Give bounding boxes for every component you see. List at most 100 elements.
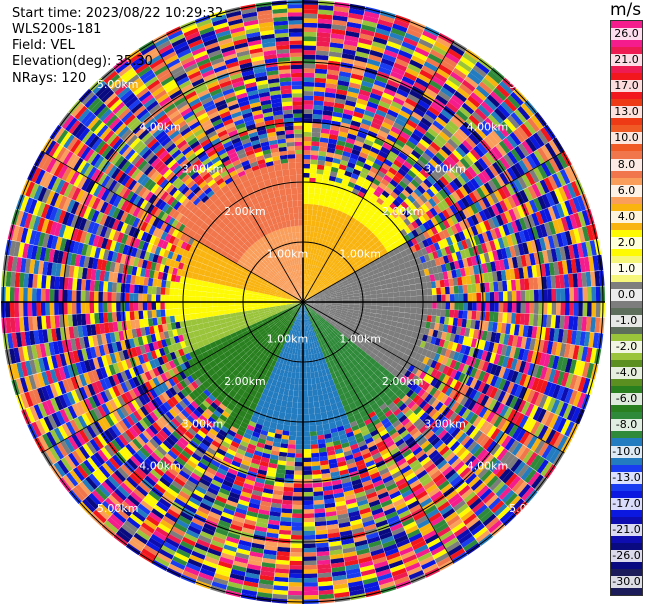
velocity-gate: [537, 314, 543, 327]
velocity-gate: [510, 233, 518, 246]
velocity-gate: [594, 270, 601, 287]
velocity-gate: [335, 253, 341, 260]
velocity-gate: [368, 97, 380, 105]
velocity-gate: [484, 74, 499, 88]
velocity-gate: [314, 407, 321, 414]
velocity-gate: [465, 275, 472, 285]
velocity-gate: [485, 331, 492, 342]
velocity-gate: [307, 297, 313, 300]
velocity-gate: [475, 223, 483, 235]
velocity-gate: [337, 229, 344, 236]
velocity-gate: [333, 153, 343, 160]
velocity-gate: [452, 277, 459, 286]
velocity-gate: [313, 278, 318, 284]
velocity-gate: [455, 251, 463, 261]
velocity-gate: [448, 317, 454, 326]
velocity-gate: [319, 295, 325, 298]
velocity-gate: [378, 244, 386, 252]
velocity-gate: [551, 302, 557, 315]
velocity-gate: [455, 146, 467, 158]
velocity-gate: [308, 299, 315, 302]
velocity-gate: [346, 288, 353, 293]
velocity-gate: [535, 211, 544, 225]
velocity-gate: [516, 290, 521, 302]
velocity-gate: [336, 280, 342, 285]
velocity-gate: [511, 312, 517, 324]
velocity-gate: [512, 129, 525, 143]
velocity-gate: [467, 95, 481, 108]
velocity-gate: [375, 285, 382, 291]
velocity-gate: [292, 504, 303, 510]
velocity-gate: [459, 157, 471, 169]
velocity-gate: [372, 273, 379, 280]
velocity-gate: [313, 265, 317, 272]
velocity-gate: [303, 595, 319, 600]
velocity-gate: [519, 313, 525, 325]
velocity-gate: [308, 247, 312, 254]
velocity-gate: [529, 302, 535, 314]
velocity-gate: [386, 315, 393, 321]
velocity-gate: [497, 104, 511, 118]
velocity-gate: [319, 275, 324, 281]
velocity-gate: [485, 230, 494, 242]
velocity-gate: [311, 377, 316, 385]
velocity-gate: [495, 214, 505, 227]
velocity-gate: [345, 30, 360, 38]
velocity-gate: [537, 276, 543, 290]
velocity-gate: [541, 145, 553, 160]
velocity-gate: [323, 200, 330, 208]
velocity-gate: [311, 283, 315, 289]
velocity-gate: [458, 231, 466, 241]
velocity-gate: [287, 395, 294, 402]
velocity-gate: [379, 212, 388, 221]
velocity-gate: [562, 329, 569, 344]
velocity-gate: [473, 201, 483, 213]
velocity-gate: [367, 257, 374, 264]
velocity-gate: [544, 142, 557, 158]
velocity-gate: [320, 299, 326, 302]
velocity-gate: [285, 465, 295, 471]
velocity-gate: [465, 238, 473, 249]
velocity-gate: [397, 317, 404, 324]
velocity-gate: [490, 261, 497, 272]
velocity-gate: [332, 157, 341, 165]
velocity-gate: [405, 296, 411, 302]
velocity-gate: [462, 310, 468, 319]
velocity-gate: [556, 288, 561, 302]
velocity-gate: [461, 79, 476, 92]
velocity-gate: [467, 166, 478, 178]
velocity-gate: [470, 274, 476, 284]
velocity-gate: [313, 295, 319, 299]
velocity-gate: [528, 313, 534, 326]
velocity-gate: [440, 199, 450, 210]
velocity-gate: [393, 302, 400, 307]
velocity-gate: [317, 244, 322, 251]
velocity-gate: [471, 111, 485, 124]
velocity-gate: [365, 305, 372, 309]
velocity-gate: [404, 290, 411, 297]
velocity-gate: [315, 50, 329, 56]
velocity-gate: [438, 323, 444, 332]
velocity-gate: [393, 19, 410, 29]
velocity-gate: [481, 170, 492, 182]
velocity-gate: [341, 238, 348, 245]
velocity-gate: [399, 296, 406, 302]
velocity-gate: [384, 138, 395, 147]
velocity-gate: [330, 294, 337, 298]
velocity-gate: [537, 195, 547, 210]
velocity-gate: [400, 164, 410, 174]
velocity-gate: [371, 254, 379, 261]
velocity-gate: [336, 89, 348, 96]
velocity-gate: [492, 322, 498, 333]
velocity-gate: [317, 160, 326, 166]
velocity-gate: [484, 167, 495, 180]
velocity-gate: [342, 207, 350, 215]
velocity-gate: [470, 338, 478, 348]
velocity-gate: [509, 323, 516, 336]
velocity-gate: [441, 145, 452, 156]
velocity-gate: [578, 287, 583, 302]
velocity-gate: [370, 204, 379, 213]
velocity-gate: [481, 196, 491, 208]
velocity-gate: [464, 266, 471, 276]
velocity-gate: [389, 179, 399, 188]
